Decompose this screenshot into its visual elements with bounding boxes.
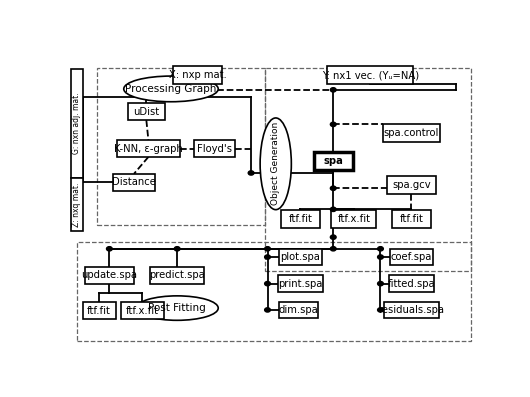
- FancyBboxPatch shape: [384, 301, 439, 318]
- FancyBboxPatch shape: [278, 275, 323, 292]
- Text: ftf.fit: ftf.fit: [87, 306, 111, 316]
- Text: update.spa: update.spa: [82, 270, 137, 280]
- Circle shape: [330, 235, 336, 239]
- Text: dim.spa: dim.spa: [278, 305, 318, 315]
- Text: coef.spa: coef.spa: [391, 252, 432, 262]
- Circle shape: [330, 88, 336, 92]
- Circle shape: [264, 247, 270, 251]
- Text: print.spa: print.spa: [278, 279, 323, 289]
- FancyBboxPatch shape: [279, 249, 322, 266]
- Circle shape: [174, 247, 180, 251]
- Text: spa.control: spa.control: [384, 128, 439, 138]
- FancyBboxPatch shape: [331, 210, 376, 228]
- Text: uDist: uDist: [133, 107, 160, 117]
- Circle shape: [264, 281, 270, 286]
- Circle shape: [330, 207, 336, 212]
- Circle shape: [248, 171, 254, 175]
- Circle shape: [264, 308, 270, 312]
- Text: fitted.spa: fitted.spa: [387, 279, 435, 289]
- Text: Object Generation: Object Generation: [271, 122, 280, 205]
- Text: Post Fitting: Post Fitting: [148, 303, 206, 313]
- Circle shape: [330, 186, 336, 191]
- Text: ftf.fit: ftf.fit: [288, 214, 312, 224]
- FancyBboxPatch shape: [173, 66, 223, 84]
- FancyBboxPatch shape: [383, 124, 440, 142]
- FancyBboxPatch shape: [279, 301, 318, 318]
- FancyBboxPatch shape: [113, 174, 155, 191]
- FancyBboxPatch shape: [390, 249, 433, 266]
- FancyBboxPatch shape: [151, 267, 204, 284]
- Text: X: nxp mat.: X: nxp mat.: [169, 70, 226, 80]
- Circle shape: [330, 247, 336, 251]
- Text: Distance: Distance: [112, 177, 156, 187]
- Circle shape: [330, 122, 336, 127]
- FancyBboxPatch shape: [281, 210, 320, 228]
- Text: K-NN, ε-graph: K-NN, ε-graph: [114, 144, 183, 154]
- Text: Z: nxq mat.: Z: nxq mat.: [73, 182, 82, 227]
- Text: predict.spa: predict.spa: [149, 270, 205, 280]
- Circle shape: [377, 247, 383, 251]
- Text: ftf.x.fit: ftf.x.fit: [337, 214, 370, 224]
- Text: Processing Graph: Processing Graph: [125, 84, 217, 94]
- FancyBboxPatch shape: [71, 178, 83, 231]
- Ellipse shape: [136, 296, 218, 320]
- Text: ftf.fit: ftf.fit: [399, 214, 423, 224]
- FancyBboxPatch shape: [117, 140, 180, 157]
- Text: G: nxn adj. mat.: G: nxn adj. mat.: [73, 93, 82, 154]
- Text: ftf.x.fit: ftf.x.fit: [126, 306, 159, 316]
- Text: plot.spa: plot.spa: [280, 252, 320, 262]
- Ellipse shape: [260, 118, 292, 210]
- FancyBboxPatch shape: [83, 302, 116, 319]
- FancyBboxPatch shape: [387, 176, 436, 194]
- Circle shape: [377, 308, 383, 312]
- Ellipse shape: [123, 76, 218, 102]
- Text: spa.gcv: spa.gcv: [392, 180, 430, 190]
- FancyBboxPatch shape: [193, 140, 235, 157]
- FancyBboxPatch shape: [128, 104, 165, 120]
- FancyBboxPatch shape: [392, 210, 431, 228]
- Text: residuals.spa: residuals.spa: [378, 305, 444, 315]
- Text: spa: spa: [323, 156, 343, 166]
- Circle shape: [377, 255, 383, 259]
- FancyBboxPatch shape: [85, 267, 134, 284]
- FancyBboxPatch shape: [388, 275, 434, 292]
- FancyBboxPatch shape: [327, 66, 413, 84]
- Circle shape: [377, 281, 383, 286]
- Circle shape: [107, 247, 112, 251]
- Text: Floyd's: Floyd's: [197, 144, 232, 154]
- FancyBboxPatch shape: [71, 69, 83, 177]
- FancyBboxPatch shape: [121, 302, 164, 319]
- Text: Y: nx1 vec. (Yᵤ=NA): Y: nx1 vec. (Yᵤ=NA): [322, 70, 419, 80]
- FancyBboxPatch shape: [314, 152, 353, 170]
- Circle shape: [264, 255, 270, 259]
